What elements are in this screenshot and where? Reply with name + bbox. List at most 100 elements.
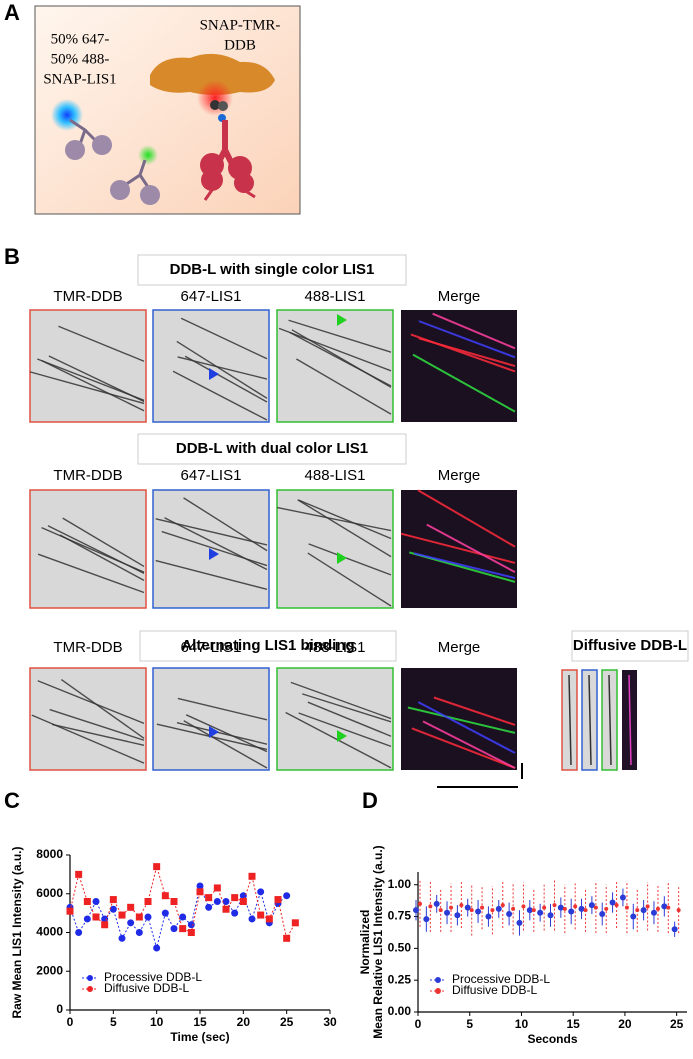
legend-marker [87,975,93,981]
diagram-label: SNAP-TMR- [200,17,281,33]
y-tick-label: 0.75 [388,909,412,923]
y-axis-title: Normalized [358,910,372,975]
x-tick-label: 25 [670,1017,684,1031]
arrowhead [337,552,347,564]
x-tick-label: 5 [466,1017,473,1031]
x-tick-label: 15 [193,1015,207,1029]
x-tick-label: 20 [618,1017,632,1031]
point [655,906,660,911]
point [423,916,430,923]
kymograph-trace [277,506,392,532]
kymograph-trace [588,674,592,766]
column-header: TMR-DDB [53,288,122,305]
kymograph-trace [59,534,145,581]
kymograph-trace [60,678,145,739]
kymograph-trace [37,680,145,725]
point [588,902,595,909]
column-header: 488-LIS1 [305,467,366,484]
column-header: TMR-DDB [53,467,122,484]
point [118,934,126,942]
section-title-box [139,630,397,662]
point [170,925,178,933]
kymograph-trace [307,552,392,607]
point [265,915,273,923]
point [516,919,523,926]
y-tick-label: 6000 [36,886,63,900]
point [609,899,616,906]
point [568,908,575,915]
point [511,906,516,911]
point [666,905,671,910]
point [231,894,239,902]
point [578,905,585,912]
point [469,908,474,913]
point [413,907,419,914]
point [531,908,536,913]
point [506,911,513,917]
kymograph-trace [608,674,612,766]
y-tick-label: 8000 [36,847,63,861]
arrowhead [337,730,347,742]
y-tick-label: 0.25 [388,972,412,986]
kymograph-trace [164,517,268,571]
point [500,903,505,908]
column-header: 647-LIS1 [181,639,242,656]
kymograph-trace [568,674,572,766]
kymograph-trace [308,543,392,576]
legend-marker [87,986,93,992]
point [144,898,152,905]
point [630,913,637,920]
point [239,898,247,905]
legend-marker [435,977,441,983]
y-tick-label: 0.00 [388,1004,412,1018]
point [542,905,547,910]
point [257,911,265,919]
point [428,904,433,909]
point [118,911,126,919]
point [196,888,204,896]
column-header: 647-LIS1 [181,288,242,305]
column-header: 647-LIS1 [181,467,242,484]
point [92,898,100,905]
kymograph [29,489,147,609]
point [109,896,117,904]
kymograph-trace [155,559,268,591]
section-title: Alternating LIS1 binding [181,637,354,654]
point [66,907,74,915]
series-line [69,864,296,940]
point [248,872,256,880]
kymograph-trace [172,370,268,421]
x-tick-label: 0 [67,1015,74,1029]
point [187,921,195,929]
point [83,915,91,923]
panel-label: D [362,788,378,813]
kymograph-trace [413,552,516,580]
kymograph-trace [307,701,392,737]
point [205,903,213,911]
point [291,919,299,927]
point [153,863,161,871]
point [614,903,619,908]
point [283,934,291,942]
panel-label: A [4,0,20,25]
kymograph-trace [62,517,145,568]
series-line [69,884,288,950]
point [438,908,443,913]
point [127,903,135,911]
x-tick-label: 5 [110,1015,117,1029]
legend-label: Diffusive DDB-L [452,983,537,997]
column-header: Merge [438,467,481,484]
diagram-labels: 50% 647- 50% 488- SNAP-LIS1 SNAP-TMR- DDB [43,17,280,87]
kymograph-trace [297,499,392,558]
y-axis-title: Raw Mean LIS1 Intensity (a.u.) [10,846,24,1018]
diagram-art [51,53,275,205]
point [449,905,454,910]
section-title: DDB-L with dual color LIS1 [176,440,368,457]
point [205,894,213,902]
point [161,909,169,917]
point [480,905,485,910]
kymograph-trace [400,532,516,564]
point [640,907,647,914]
x-tick-label: 20 [237,1015,251,1029]
